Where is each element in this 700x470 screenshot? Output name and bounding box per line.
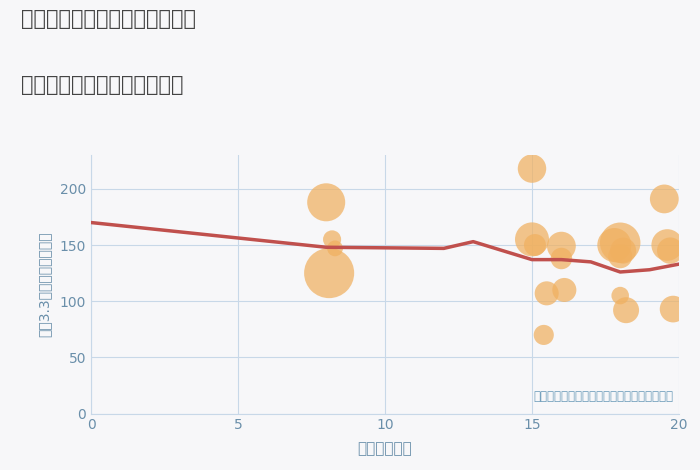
Text: 円の大きさは、取引のあった物件面積を示す: 円の大きさは、取引のあった物件面積を示す bbox=[533, 390, 673, 403]
Text: 駅距離別中古マンション価格: 駅距離別中古マンション価格 bbox=[21, 75, 183, 95]
Point bbox=[529, 241, 540, 249]
Point bbox=[526, 165, 538, 172]
Point bbox=[559, 286, 570, 294]
Point bbox=[330, 244, 341, 252]
Y-axis label: 坪（3.3㎡）単価（万円）: 坪（3.3㎡）単価（万円） bbox=[37, 232, 51, 337]
X-axis label: 駅距離（分）: 駅距離（分） bbox=[358, 441, 412, 456]
Point bbox=[609, 241, 620, 249]
Point bbox=[326, 235, 337, 243]
Point bbox=[615, 239, 626, 247]
Point bbox=[323, 269, 335, 277]
Point bbox=[668, 306, 679, 313]
Point bbox=[617, 247, 629, 254]
Point bbox=[620, 306, 631, 314]
Point bbox=[556, 255, 567, 262]
Point bbox=[615, 252, 626, 260]
Text: 神奈川県横浜市中区千代崎町の: 神奈川県横浜市中区千代崎町の bbox=[21, 9, 196, 30]
Point bbox=[526, 235, 538, 243]
Point bbox=[659, 195, 670, 203]
Point bbox=[541, 290, 552, 297]
Point bbox=[664, 247, 676, 254]
Point bbox=[556, 243, 567, 250]
Point bbox=[321, 198, 332, 206]
Point bbox=[615, 292, 626, 299]
Point bbox=[662, 241, 673, 249]
Point bbox=[538, 331, 550, 339]
